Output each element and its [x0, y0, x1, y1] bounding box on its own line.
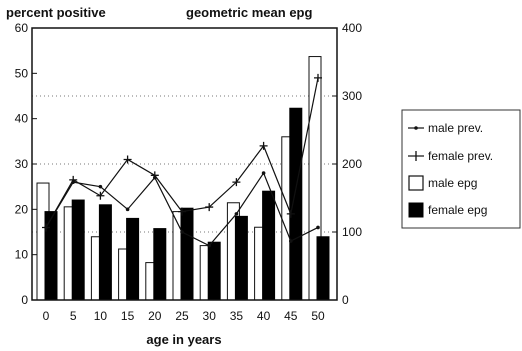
point-female-prev: [150, 171, 159, 180]
x-tick-label: 30: [203, 309, 217, 323]
point-female-prev: [286, 209, 295, 218]
legend-label: male epg: [428, 176, 477, 190]
x-tick-label: 15: [121, 309, 135, 323]
left-tick-label: 40: [15, 112, 29, 126]
legend-items: male prev. female prev. male epg female epg: [408, 121, 493, 218]
bars-layer: [36, 56, 330, 301]
point-female-prev: [314, 73, 322, 82]
x-axis-title: age in years: [146, 332, 221, 347]
right-tick-label: 300: [342, 89, 362, 103]
bar-female-epg: [316, 236, 330, 301]
point-male-prev: [207, 243, 211, 248]
line-female-prev: [45, 77, 319, 228]
lines-layer: [42, 73, 322, 248]
x-tick-label: 45: [284, 309, 298, 323]
right-axis-ticks: 0 100 200 300 400: [332, 21, 362, 307]
right-tick-label: 200: [342, 157, 362, 171]
point-female-prev: [232, 178, 241, 187]
legend-swatch-male-epg: [408, 175, 424, 191]
bar-female-epg: [289, 107, 303, 301]
left-tick-label: 10: [15, 248, 29, 262]
point-female-prev: [42, 223, 50, 232]
x-tick-label: 50: [311, 309, 325, 323]
x-tick-label: 25: [175, 309, 189, 323]
legend-box: [401, 109, 521, 229]
bar-female-epg: [207, 241, 221, 301]
point-male-prev: [316, 225, 320, 230]
x-axis-ticks: 0 5 10 15 20 25 30 35 40 45 50: [43, 309, 325, 323]
bar-female-epg: [98, 204, 112, 301]
left-tick-label: 30: [15, 157, 29, 171]
x-tick-label: 5: [70, 309, 77, 323]
bar-female-epg: [153, 228, 167, 301]
legend-label: female prev.: [428, 149, 493, 163]
point-female-prev: [205, 203, 214, 212]
point-female-prev: [96, 191, 105, 200]
point-male-prev: [98, 184, 103, 189]
bar-female-epg: [126, 217, 140, 301]
point-female-prev: [178, 207, 186, 216]
right-tick-label: 400: [342, 21, 362, 35]
legend-label: male prev.: [428, 121, 483, 135]
x-tick-label: 0: [43, 309, 50, 323]
legend-marker-male-prev: [414, 126, 418, 130]
point-female-prev: [123, 155, 132, 164]
right-tick-label: 100: [342, 225, 362, 239]
legend-swatch-female-epg: [408, 202, 424, 218]
left-tick-label: 0: [21, 293, 28, 307]
point-male-prev: [289, 239, 293, 243]
x-tick-label: 40: [257, 309, 271, 323]
point-male-prev: [180, 230, 184, 234]
legend: male prev. female prev. male epg female epg: [401, 109, 521, 229]
point-male-prev: [261, 171, 266, 175]
bar-female-epg: [180, 207, 194, 301]
right-axis-title: geometric mean epg: [186, 5, 312, 20]
right-tick-label: 0: [342, 293, 349, 307]
point-female-prev: [69, 175, 78, 184]
left-tick-label: 50: [15, 66, 29, 80]
point-male-prev: [234, 212, 239, 216]
left-axis-ticks: 0 10 20 30 40 50 60: [15, 21, 37, 307]
point-male-prev: [125, 207, 130, 212]
legend-label: female epg: [428, 203, 487, 217]
x-tick-label: 10: [94, 309, 108, 323]
left-tick-label: 60: [15, 21, 29, 35]
point-female-prev: [259, 141, 268, 150]
left-tick-label: 20: [15, 202, 29, 216]
left-axis-title: percent positive: [6, 5, 106, 20]
x-tick-label: 20: [148, 309, 162, 323]
bar-female-epg: [234, 215, 248, 301]
bar-female-epg: [71, 199, 85, 301]
bar-female-epg: [262, 190, 276, 301]
x-tick-label: 35: [230, 309, 244, 323]
